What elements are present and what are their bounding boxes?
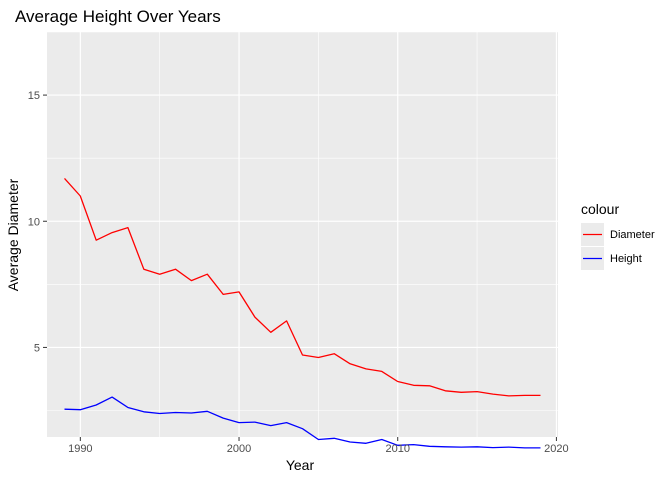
y-tick-label: 15 — [28, 90, 40, 102]
y-tick-label: 10 — [28, 216, 40, 228]
minor-gridlines — [47, 31, 558, 437]
major-gridlines — [47, 32, 558, 437]
x-axis: 1990 2000 2010 2020 — [68, 437, 569, 455]
y-axis: 5 10 15 — [28, 90, 47, 354]
series-line-height — [64, 396, 541, 449]
y-axis-title: Average Diameter — [5, 178, 21, 291]
x-tick-label: 2000 — [227, 443, 251, 455]
legend: colour Diameter Height — [581, 201, 655, 270]
x-tick-label: 2010 — [385, 443, 409, 455]
legend-label-height: Height — [610, 253, 642, 265]
x-tick-label: 1990 — [68, 443, 92, 455]
series-lines — [64, 177, 541, 449]
plot-panel — [47, 32, 558, 437]
legend-title: colour — [581, 201, 619, 217]
x-tick-label: 2020 — [544, 443, 568, 455]
series-line-diameter — [64, 177, 541, 397]
x-axis-title: Year — [286, 457, 315, 473]
legend-label-diameter: Diameter — [610, 229, 655, 241]
y-tick-label: 5 — [34, 342, 40, 354]
chart-title: Average Height Over Years — [15, 7, 221, 26]
